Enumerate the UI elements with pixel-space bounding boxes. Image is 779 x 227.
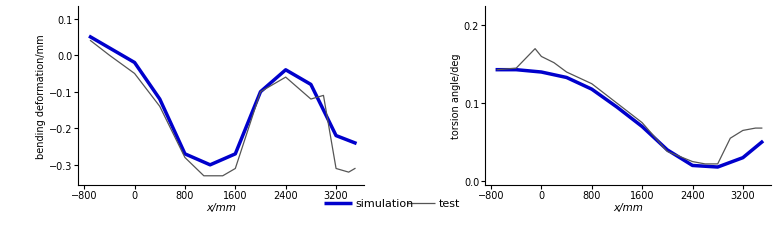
Y-axis label: torsion angle/deg: torsion angle/deg: [451, 53, 461, 138]
Text: simulation: simulation: [355, 198, 414, 208]
X-axis label: x/mm: x/mm: [613, 202, 643, 212]
Y-axis label: bending deformation/mm: bending deformation/mm: [36, 34, 46, 158]
Text: test: test: [439, 198, 460, 208]
X-axis label: x/mm: x/mm: [206, 202, 236, 212]
